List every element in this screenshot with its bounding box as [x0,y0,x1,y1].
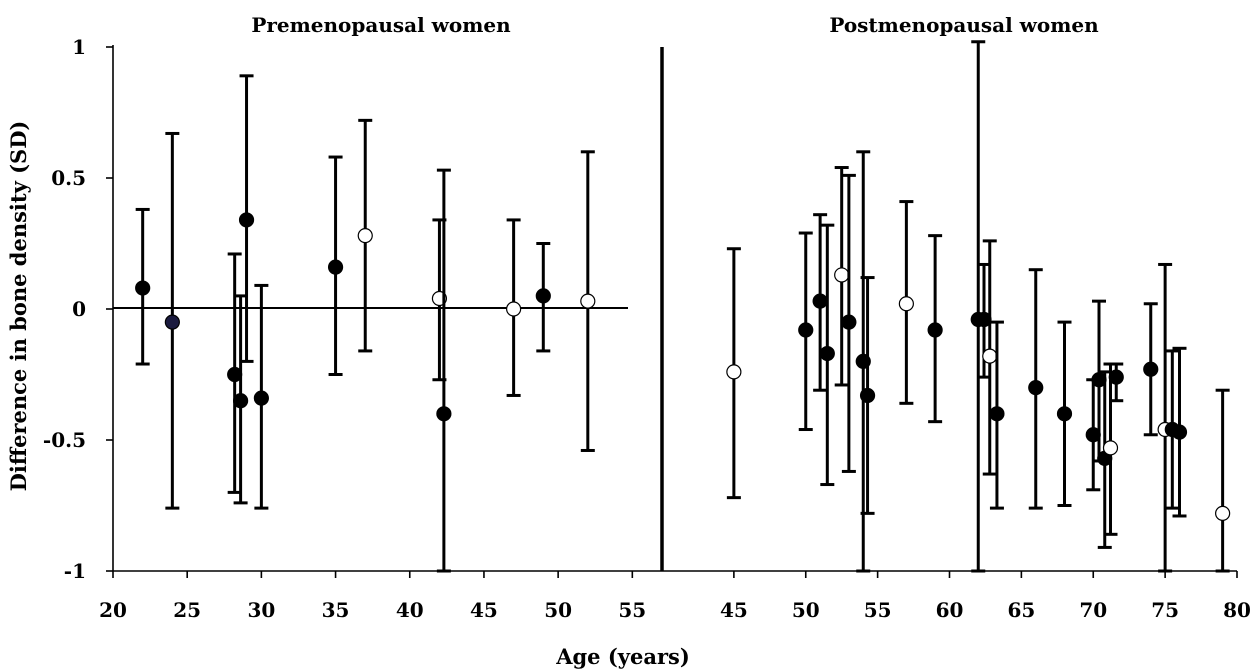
open-marker [580,293,596,309]
open-marker [357,228,373,244]
data-point [834,166,850,387]
filled-marker [1171,424,1188,440]
y-ticks: 1 0.5 0 -0.5 -1 [43,35,113,583]
x-ticks: 20 25 30 35 40 45 50 55 45 50 55 60 65 70 75 80 [99,571,1250,622]
x-tick-label: 75 [1151,598,1179,622]
filled-marker [327,259,344,275]
data-point [506,218,522,397]
filled-marker [989,406,1005,422]
x-axis-label: Age (years) [555,644,690,669]
data-point [580,150,596,452]
x-tick-label: 35 [322,598,350,622]
data-point [535,242,551,353]
open-marker [726,364,742,380]
data-point [1108,362,1124,403]
data-point [989,320,1005,510]
filled-marker [164,314,180,330]
x-tick-label: 70 [1079,598,1107,622]
data-point [1028,268,1044,510]
filled-marker [812,293,828,309]
data-point [135,207,151,366]
filled-marker [927,322,943,338]
y-tick-label: 1 [72,35,86,59]
premenopausal-title: Premenopausal women [251,13,511,37]
x-tick-label: 55 [618,598,646,622]
data-point [1157,262,1173,573]
data-point [927,234,943,424]
y-tick-label: -1 [64,559,86,583]
x-tick-label: 30 [247,598,275,622]
filled-marker [535,288,551,304]
filled-marker [135,280,151,296]
x-tick-label: 80 [1223,598,1250,622]
x-tick-label: 25 [173,598,201,622]
filled-marker [798,322,814,338]
y-tick-label: 0 [72,297,86,321]
data-point [726,247,742,500]
data-point [898,200,914,405]
y-axis-label: Difference in bone density (SD) [6,121,31,492]
data-point [327,155,344,376]
x-tick-label: 20 [99,598,127,622]
open-marker [506,301,522,317]
data-point [1215,388,1231,573]
data-point [859,276,876,515]
filled-marker [841,314,857,330]
data-point [227,252,243,494]
data-point [819,223,835,487]
x-tick-label: 65 [1007,598,1035,622]
data-point [253,283,269,510]
x-tick-label: 40 [396,598,424,622]
data-point [357,118,373,353]
x-tick-label: 50 [544,598,572,622]
open-marker [898,296,914,312]
data-marks [135,40,1231,573]
data-point [1085,378,1101,492]
filled-marker [1028,380,1044,396]
filled-marker [238,212,255,228]
open-marker [1102,440,1119,456]
filled-marker [1056,406,1073,422]
y-tick-label: -0.5 [43,428,86,452]
x-tick-label: 45 [720,598,748,622]
data-point [798,231,814,432]
open-marker [1215,505,1231,521]
data-point [164,131,180,510]
data-point [1171,346,1188,518]
axes [112,45,1237,572]
filled-marker [1143,361,1159,377]
x-tick-label: 45 [470,598,498,622]
filled-marker [233,393,249,409]
open-marker [834,267,850,283]
data-point [1143,302,1159,437]
y-tick-label: 0.5 [51,166,86,190]
data-point [238,74,255,363]
filled-marker [859,387,876,404]
filled-marker [253,390,269,406]
data-point [436,168,452,573]
x-tick-label: 60 [936,598,964,622]
data-point [1164,349,1180,510]
filled-marker [1108,369,1124,385]
data-point [841,173,857,473]
data-point [982,239,998,476]
data-point [812,213,828,392]
x-tick-label: 50 [792,598,820,622]
filled-marker [819,345,835,362]
x-tick-label: 55 [864,598,892,622]
postmenopausal-title: Postmenopausal women [829,13,1099,37]
filled-marker [436,406,452,422]
open-marker [982,348,998,364]
data-point [1056,320,1073,507]
